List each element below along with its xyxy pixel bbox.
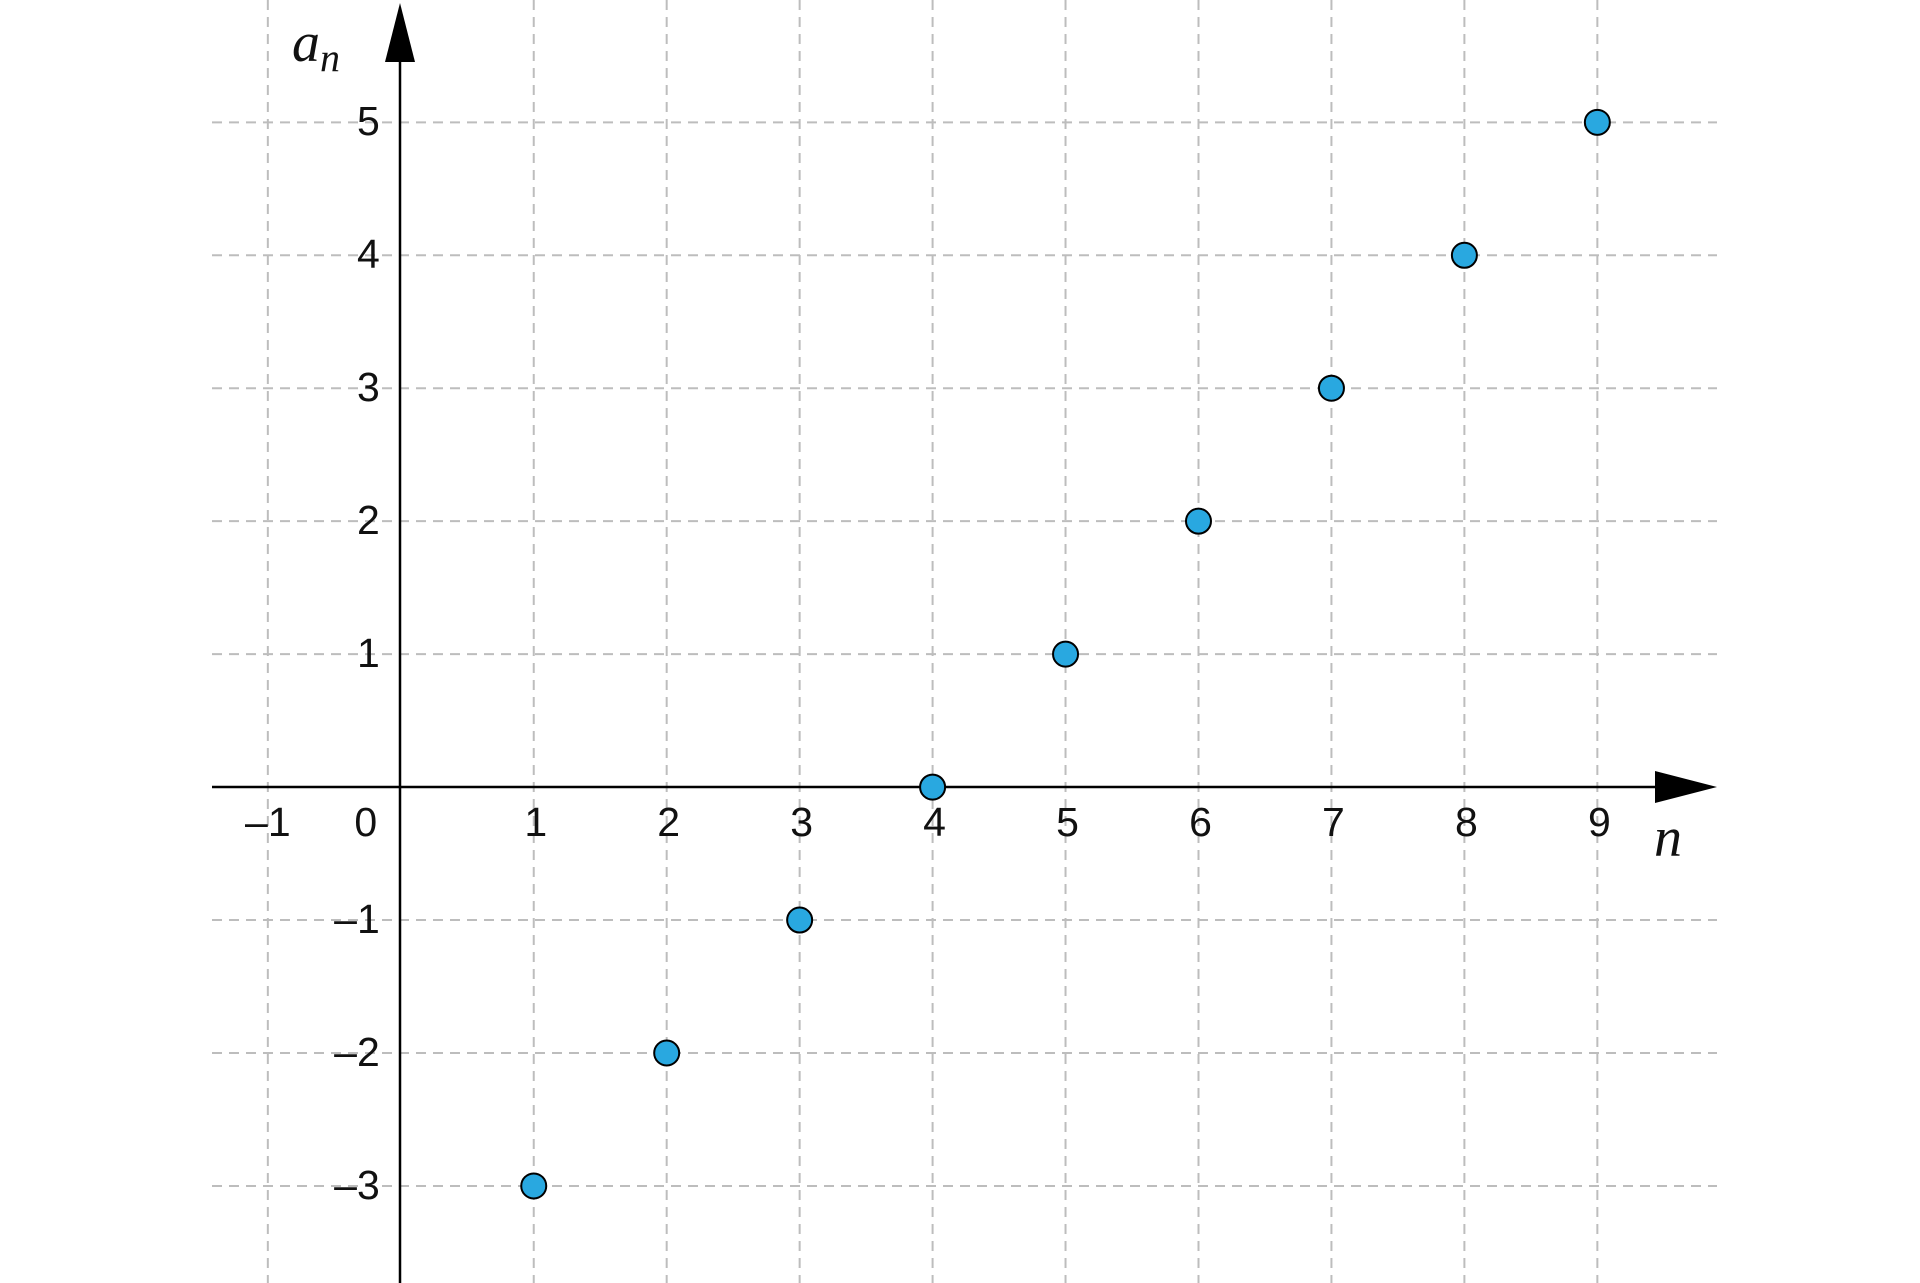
point <box>520 1172 548 1200</box>
point <box>1583 108 1611 136</box>
y-tick-label: 3 <box>357 364 380 410</box>
x-tick-label: 0 <box>354 799 377 845</box>
ticks: –1 0 1 2 3 4 5 6 7 8 9 –3 –2 –1 1 2 3 4 5 <box>245 98 1611 1208</box>
y-tick-label: 5 <box>357 98 380 144</box>
point <box>1184 507 1212 535</box>
y-tick-label: –2 <box>334 1029 380 1075</box>
grid <box>212 0 1717 1283</box>
y-axis-arrow <box>385 3 415 62</box>
y-tick-label: 1 <box>357 630 380 676</box>
points <box>520 108 1611 1200</box>
y-tick-label: –3 <box>334 1162 380 1208</box>
y-tick-label: 2 <box>357 497 380 543</box>
point <box>653 1039 681 1067</box>
y-axis-label-subscript: n <box>320 35 340 80</box>
point <box>786 906 814 934</box>
point <box>1052 640 1080 668</box>
x-tick-label: 8 <box>1455 799 1478 845</box>
axes <box>212 3 1717 1283</box>
x-tick-label: 2 <box>657 799 680 845</box>
x-tick-label: 7 <box>1322 799 1345 845</box>
point <box>1450 241 1478 269</box>
x-tick-label: 3 <box>790 799 813 845</box>
x-tick-label: 9 <box>1588 799 1611 845</box>
x-tick-label: 5 <box>1056 799 1079 845</box>
x-tick-label: 1 <box>524 799 547 845</box>
point <box>919 773 947 801</box>
x-tick-label: 6 <box>1189 799 1212 845</box>
x-tick-label: 4 <box>923 799 946 845</box>
x-axis-label: n <box>1654 807 1682 869</box>
x-tick-label: –1 <box>245 799 291 845</box>
point <box>1317 374 1345 402</box>
y-axis-label: an <box>292 12 340 80</box>
y-axis-label-base: a <box>292 12 320 74</box>
x-axis-arrow <box>1655 771 1717 803</box>
y-tick-label: 4 <box>357 231 380 277</box>
y-tick-label: –1 <box>334 896 380 942</box>
